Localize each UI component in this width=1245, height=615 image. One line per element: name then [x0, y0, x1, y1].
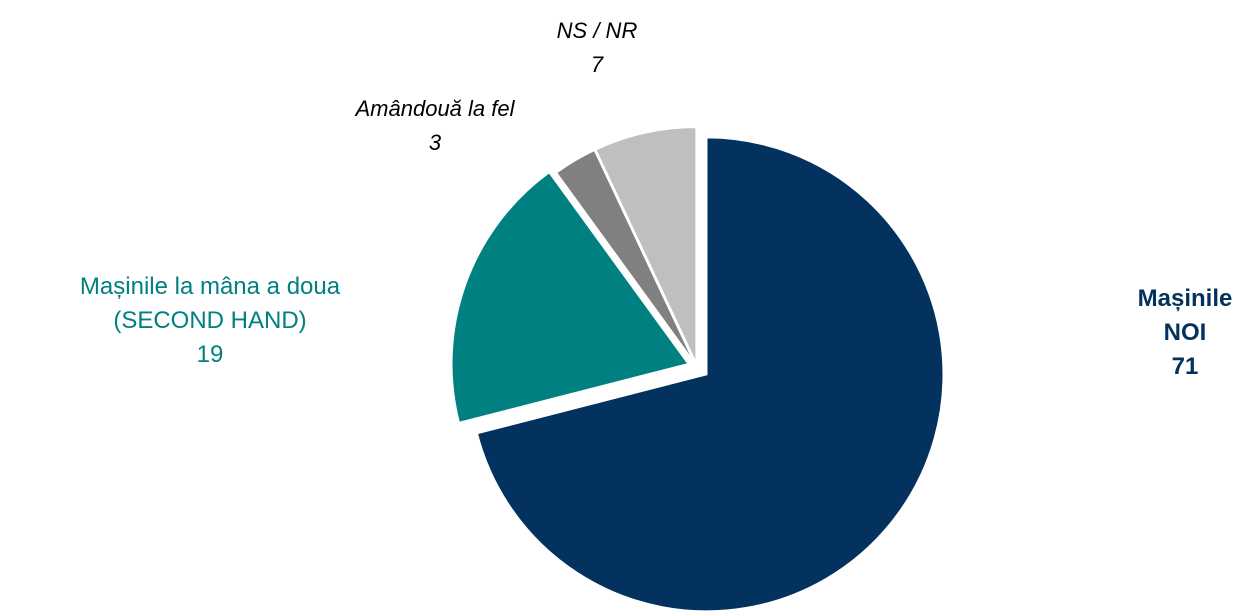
- pie-slice: [450, 170, 691, 425]
- slice-label: Mașinile NOI 71: [1138, 282, 1233, 384]
- pie-slice: [475, 136, 945, 613]
- category-label: Mașinile NOI: [1137, 285, 1233, 346]
- value-label: 7: [590, 52, 604, 77]
- value-label: 71: [1171, 353, 1199, 380]
- slice-label: Mașinile la mâna a doua (SECOND HAND) 19: [80, 270, 340, 372]
- value-label: 3: [428, 130, 442, 155]
- pie-slice: [594, 126, 698, 365]
- category-label: Mașinile la mâna a doua (SECOND HAND): [79, 273, 341, 334]
- category-label: Amândouă la fel: [355, 96, 515, 121]
- slice-label: NS / NR 7: [557, 14, 638, 82]
- slice-label: Amândouă la fel 3: [356, 92, 515, 160]
- value-label: 19: [196, 341, 224, 368]
- category-label: NS / NR: [556, 18, 638, 43]
